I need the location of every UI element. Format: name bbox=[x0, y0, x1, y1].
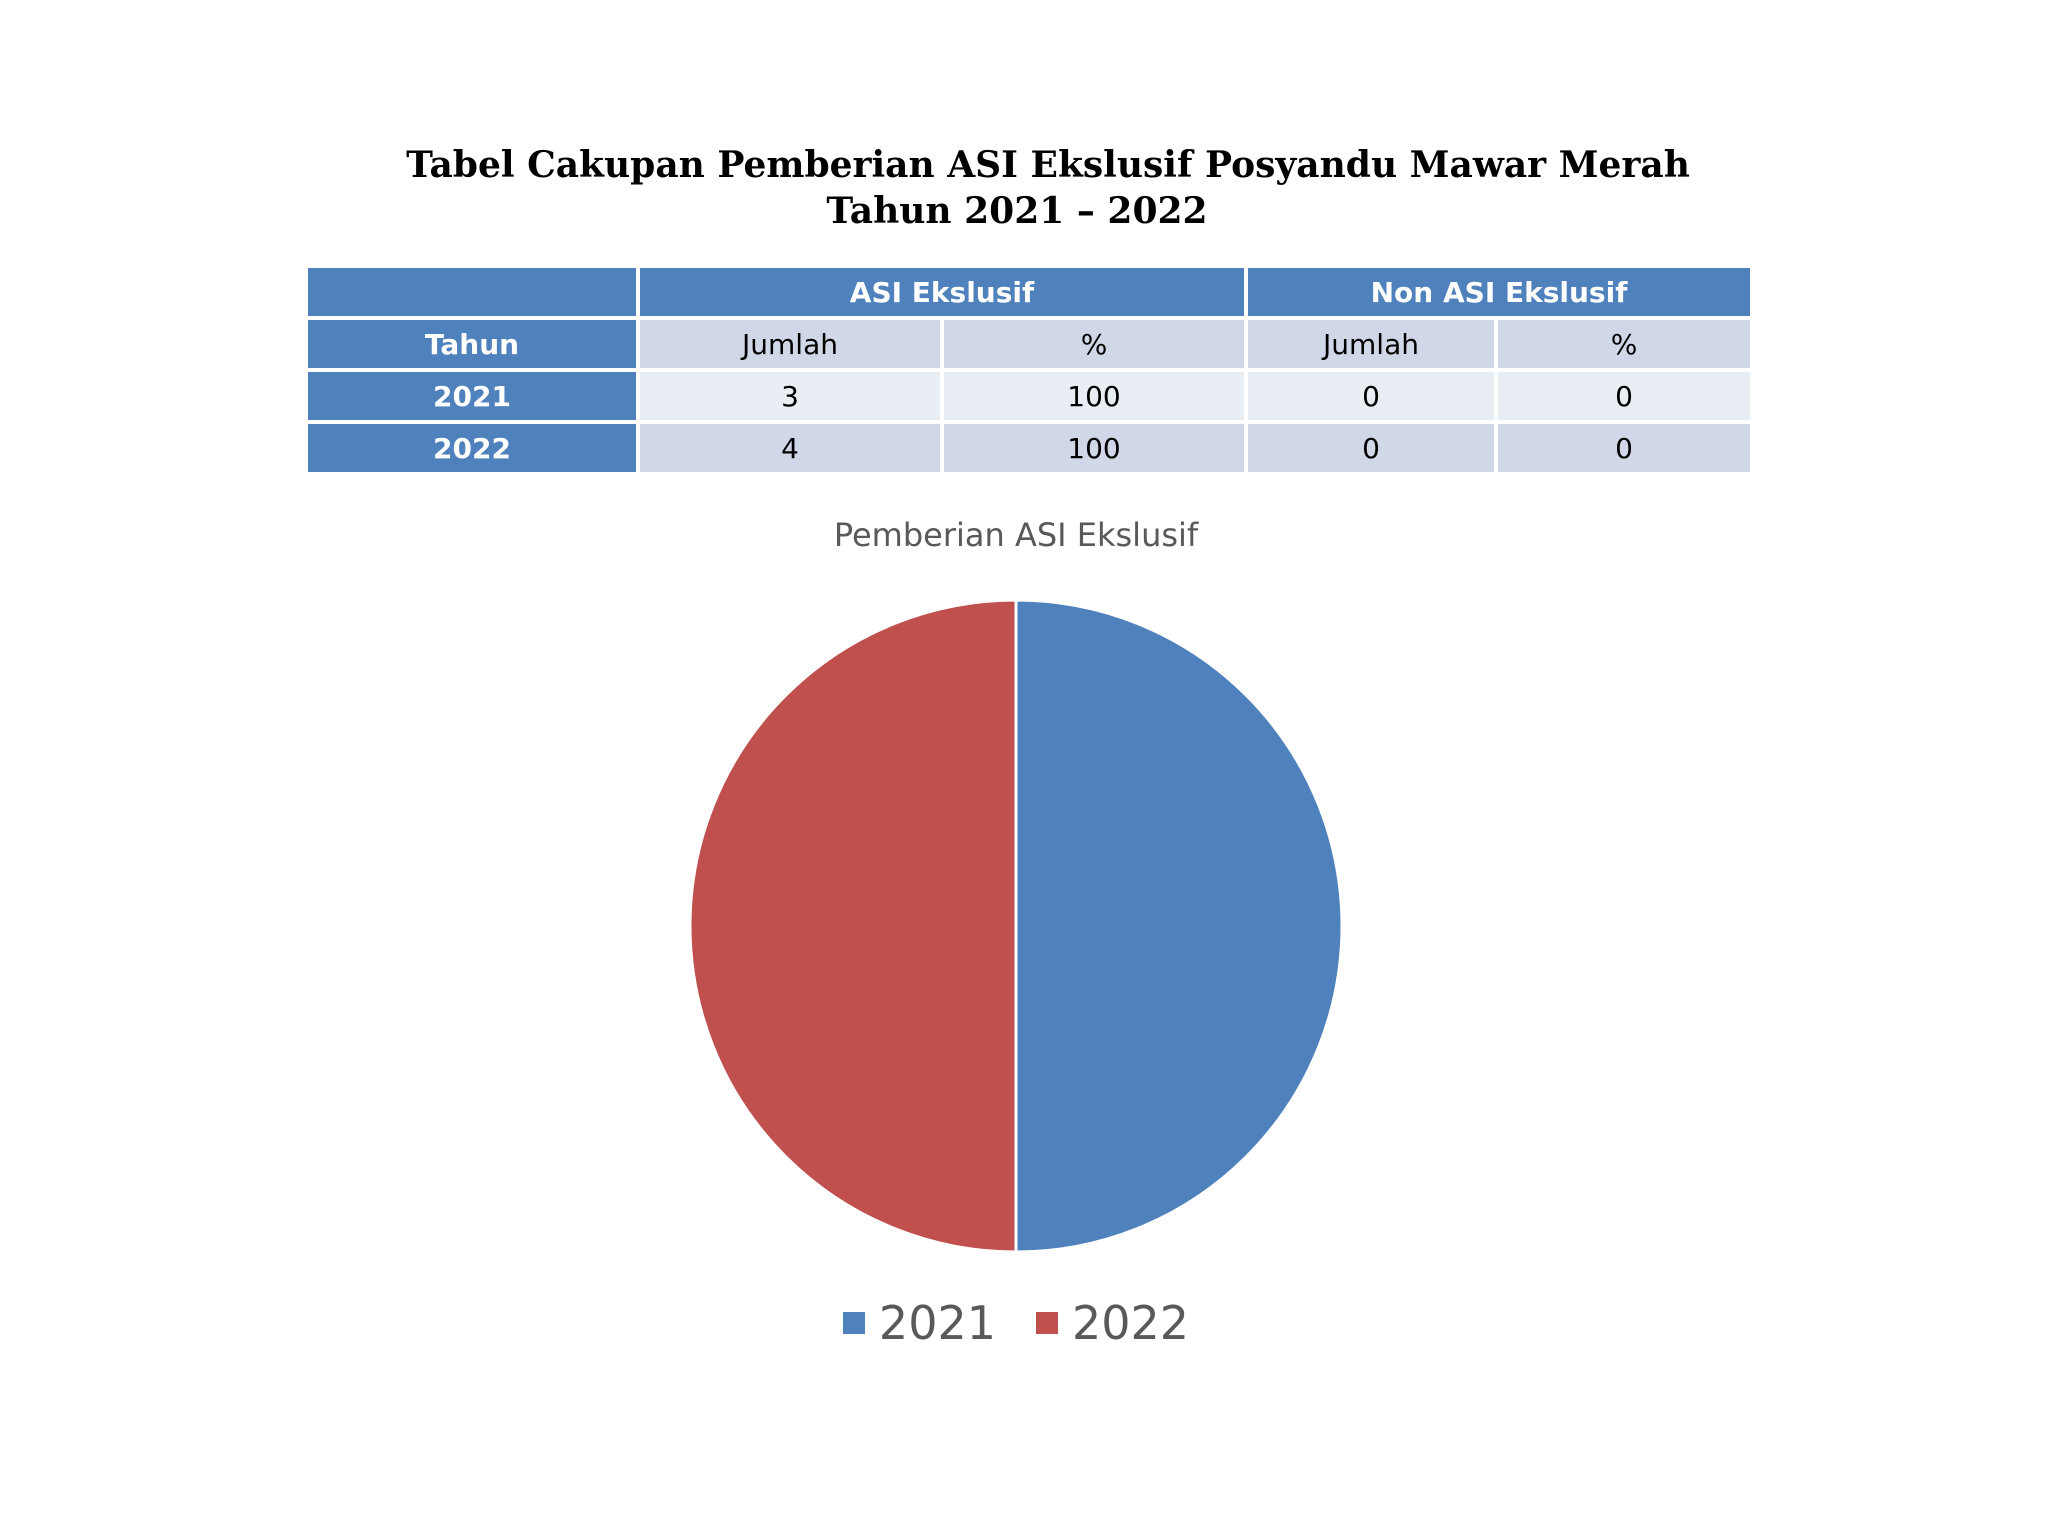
coverage-table: ASI Ekslusif Non ASI Ekslusif Tahun Juml… bbox=[304, 264, 1754, 476]
table-row: 2021 3 100 0 0 bbox=[308, 372, 1750, 420]
subheader-non-percent: % bbox=[1498, 320, 1750, 368]
sub-header-row: Tahun Jumlah % Jumlah % bbox=[308, 320, 1750, 368]
pie-slice-2022 bbox=[688, 598, 1018, 1254]
empty-corner-cell bbox=[308, 268, 636, 316]
header-non-asi-ekslusif: Non ASI Ekslusif bbox=[1248, 268, 1750, 316]
cell-asi-jumlah: 4 bbox=[640, 424, 940, 472]
subheader-asi-jumlah: Jumlah bbox=[640, 320, 940, 368]
cell-non-jumlah: 0 bbox=[1248, 372, 1494, 420]
legend-swatch-2022 bbox=[1036, 1312, 1058, 1334]
table-title-line-2: Tahun 2021 – 2022 bbox=[826, 190, 1208, 232]
chart-legend: 2021 2022 bbox=[0, 1296, 2032, 1350]
header-asi-ekslusif: ASI Ekslusif bbox=[640, 268, 1244, 316]
row-year: 2022 bbox=[308, 424, 636, 472]
cell-non-percent: 0 bbox=[1498, 372, 1750, 420]
legend-swatch-2021 bbox=[842, 1312, 865, 1334]
legend-label-2022: 2022 bbox=[1072, 1296, 1190, 1350]
table-row: 2022 4 100 0 0 bbox=[308, 424, 1750, 472]
cell-non-percent: 0 bbox=[1498, 424, 1750, 472]
subheader-non-jumlah: Jumlah bbox=[1248, 320, 1494, 368]
row-year: 2021 bbox=[308, 372, 636, 420]
legend-label-2021: 2021 bbox=[878, 1296, 996, 1350]
table-title-line-1: Tabel Cakupan Pemberian ASI Ekslusif Pos… bbox=[406, 144, 1690, 186]
subheader-asi-percent: % bbox=[944, 320, 1244, 368]
legend-item-2021: 2021 bbox=[842, 1296, 996, 1350]
pie-slice-2021 bbox=[1014, 598, 1344, 1254]
cell-non-jumlah: 0 bbox=[1248, 424, 1494, 472]
cell-asi-jumlah: 3 bbox=[640, 372, 940, 420]
chart-title: Pemberian ASI Ekslusif bbox=[833, 516, 1199, 554]
header-tahun: Tahun bbox=[308, 320, 636, 368]
group-header-row: ASI Ekslusif Non ASI Ekslusif bbox=[308, 268, 1750, 316]
cell-asi-percent: 100 bbox=[944, 424, 1244, 472]
legend-item-2022: 2022 bbox=[1036, 1296, 1189, 1350]
cell-asi-percent: 100 bbox=[944, 372, 1244, 420]
